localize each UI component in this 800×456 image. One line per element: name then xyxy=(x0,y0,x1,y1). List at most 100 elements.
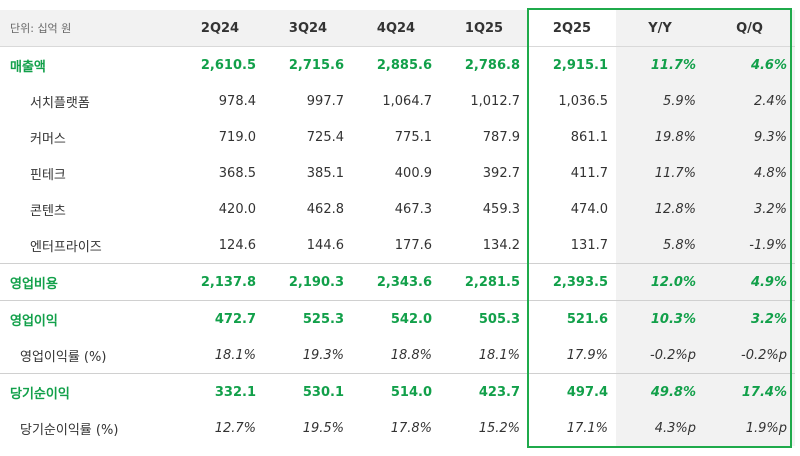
cell-value: 2.4% xyxy=(704,83,795,119)
cell-value: 49.8% xyxy=(616,373,704,410)
cell-value: 17.8% xyxy=(390,420,432,436)
cell-value: 521.6 xyxy=(528,300,616,337)
table-row-revenue: 매출액 2,610.5 2,715.6 2,885.6 2,786.8 2,91… xyxy=(0,46,795,83)
cell-value: 514.0 xyxy=(352,373,440,410)
cell-value: 474.0 xyxy=(570,201,608,217)
cell-value: 525.3 xyxy=(264,300,352,337)
cell-value: 472.7 xyxy=(176,300,264,337)
cell-value: 4.9% xyxy=(704,263,795,301)
cell-value: 17.4% xyxy=(704,373,795,410)
row-label: 매출액 xyxy=(10,59,46,75)
table-row-net-income: 당기순이익 332.1 530.1 514.0 423.7 497.4 49.8… xyxy=(0,373,795,410)
cell-value: 18.1% xyxy=(478,347,520,363)
financial-summary-table: 단위: 십억 원 2Q24 3Q24 4Q24 1Q25 2Q25 Y/Y Q/… xyxy=(0,10,795,446)
row-label: 엔터프라이즈 xyxy=(30,239,102,255)
cell-value: 775.1 xyxy=(394,129,432,145)
cell-value: 11.7% xyxy=(616,155,704,191)
cell-value: 3.2% xyxy=(704,300,795,337)
row-label: 영업비용 xyxy=(0,263,176,301)
cell-value: -0.2%p xyxy=(616,337,704,374)
row-label: 영업이익률 (%) xyxy=(20,349,107,365)
cell-value: 392.7 xyxy=(482,165,520,181)
cell-value: 19.8% xyxy=(616,119,704,155)
cell-value: 18.1% xyxy=(214,347,256,363)
row-label: 당기순이익률 (%) xyxy=(20,422,119,438)
cell-value: 18.8% xyxy=(390,347,432,363)
cell-value: 1,036.5 xyxy=(558,93,608,109)
cell-value: 385.1 xyxy=(306,165,344,181)
column-header-1q25: 1Q25 xyxy=(440,10,528,47)
header-row: 단위: 십억 원 2Q24 3Q24 4Q24 1Q25 2Q25 Y/Y Q/… xyxy=(0,10,795,47)
unit-label: 단위: 십억 원 xyxy=(0,10,176,47)
cell-value: 1,064.7 xyxy=(382,93,432,109)
row-label: 당기순이익 xyxy=(0,373,176,410)
cell-value: 2,915.1 xyxy=(552,57,608,73)
cell-value: 19.5% xyxy=(302,420,344,436)
cell-value: 2,715.6 xyxy=(288,57,344,73)
cell-value: 2,786.8 xyxy=(464,57,520,73)
table-row-operating-expenses: 영업비용 2,137.8 2,190.3 2,343.6 2,281.5 2,3… xyxy=(0,263,795,301)
cell-value: 1.9%p xyxy=(704,410,795,446)
table-row-fintech: 핀테크 368.5 385.1 400.9 392.7 411.7 11.7% … xyxy=(0,155,795,191)
cell-value: 787.9 xyxy=(482,129,520,145)
cell-value: 11.7% xyxy=(616,46,704,83)
cell-value: 5.9% xyxy=(616,83,704,119)
cell-value: 2,190.3 xyxy=(264,263,352,301)
row-label: 핀테크 xyxy=(30,167,66,183)
cell-value: -0.2%p xyxy=(704,337,795,374)
table-row-search-platform: 서치플랫폼 978.4 997.7 1,064.7 1,012.7 1,036.… xyxy=(0,83,795,119)
cell-value: 15.2% xyxy=(478,420,520,436)
column-header-4q24: 4Q24 xyxy=(352,10,440,47)
column-header-2q25: 2Q25 xyxy=(528,10,616,47)
cell-value: 997.7 xyxy=(306,93,344,109)
cell-value: 4.3%p xyxy=(616,410,704,446)
cell-value: 131.7 xyxy=(570,237,608,253)
cell-value: 719.0 xyxy=(218,129,256,145)
cell-value: 423.7 xyxy=(440,373,528,410)
cell-value: 978.4 xyxy=(218,93,256,109)
cell-value: 144.6 xyxy=(306,237,344,253)
cell-value: 332.1 xyxy=(176,373,264,410)
cell-value: 420.0 xyxy=(218,201,256,217)
cell-value: 530.1 xyxy=(264,373,352,410)
cell-value: 462.8 xyxy=(306,201,344,217)
row-label: 영업이익 xyxy=(0,300,176,337)
cell-value: 12.7% xyxy=(214,420,256,436)
cell-value: -1.9% xyxy=(704,227,795,264)
cell-value: 459.3 xyxy=(482,201,520,217)
table-row-operating-profit: 영업이익 472.7 525.3 542.0 505.3 521.6 10.3%… xyxy=(0,300,795,337)
table-row-enterprise: 엔터프라이즈 124.6 144.6 177.6 134.2 131.7 5.8… xyxy=(0,227,795,264)
cell-value: 2,885.6 xyxy=(376,57,432,73)
cell-value: 4.8% xyxy=(704,155,795,191)
cell-value: 9.3% xyxy=(704,119,795,155)
cell-value: 2,393.5 xyxy=(528,263,616,301)
cell-value: 4.6% xyxy=(704,46,795,83)
cell-value: 5.8% xyxy=(616,227,704,264)
table-row-net-margin: 당기순이익률 (%) 12.7% 19.5% 17.8% 15.2% 17.1%… xyxy=(0,410,795,446)
table-row-operating-margin: 영업이익률 (%) 18.1% 19.3% 18.8% 18.1% 17.9% … xyxy=(0,337,795,374)
cell-value: 1,012.7 xyxy=(470,93,520,109)
row-label: 콘텐츠 xyxy=(30,203,66,219)
cell-value: 2,137.8 xyxy=(176,263,264,301)
cell-value: 368.5 xyxy=(218,165,256,181)
cell-value: 542.0 xyxy=(352,300,440,337)
column-header-3q24: 3Q24 xyxy=(264,10,352,47)
cell-value: 467.3 xyxy=(394,201,432,217)
cell-value: 17.9% xyxy=(566,347,608,363)
cell-value: 400.9 xyxy=(394,165,432,181)
row-label: 서치플랫폼 xyxy=(30,95,90,111)
cell-value: 12.8% xyxy=(616,191,704,227)
row-label: 커머스 xyxy=(30,131,66,147)
cell-value: 124.6 xyxy=(218,237,256,253)
cell-value: 725.4 xyxy=(306,129,344,145)
cell-value: 2,343.6 xyxy=(352,263,440,301)
column-header-qoq: Q/Q xyxy=(704,10,795,47)
column-header-2q24: 2Q24 xyxy=(176,10,264,47)
cell-value: 177.6 xyxy=(394,237,432,253)
cell-value: 134.2 xyxy=(482,237,520,253)
cell-value: 10.3% xyxy=(616,300,704,337)
cell-value: 411.7 xyxy=(570,165,608,181)
cell-value: 505.3 xyxy=(440,300,528,337)
cell-value: 2,610.5 xyxy=(200,57,256,73)
